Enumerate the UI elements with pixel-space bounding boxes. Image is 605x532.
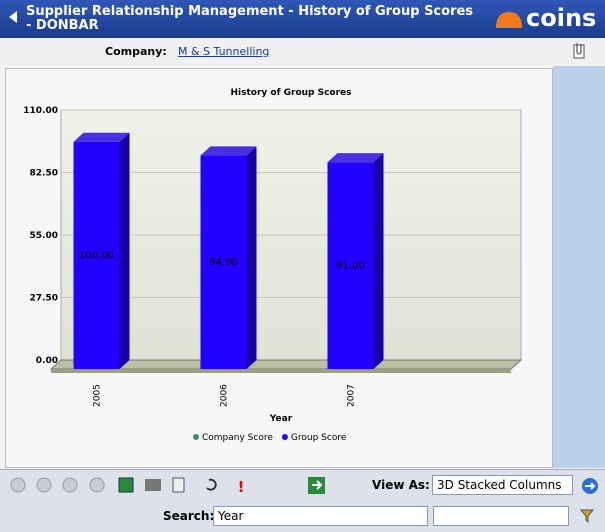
back-arrow[interactable] bbox=[8, 11, 18, 23]
bar bbox=[200, 155, 247, 369]
company-row: Company: M & S Tunnelling bbox=[0, 38, 605, 66]
legend-label: Group Score bbox=[291, 433, 347, 443]
bar bbox=[73, 141, 120, 369]
search-row: Search: Year bbox=[0, 500, 605, 532]
chart-panel: History of Group Scores 0.00 27.50 55.00 82… bbox=[5, 68, 553, 468]
bar-value-label: 100.00 bbox=[79, 250, 114, 261]
toolbar-icons: ! bbox=[10, 477, 325, 496]
logo-helmet bbox=[496, 12, 522, 28]
company-label: Company: bbox=[105, 45, 167, 58]
filter-icon[interactable] bbox=[580, 508, 594, 524]
bar-side bbox=[373, 153, 384, 369]
chart-title: History of Group Scores bbox=[230, 88, 351, 98]
view-as-select[interactable]: 3D Stacked Columns bbox=[432, 475, 573, 495]
side-strip bbox=[553, 66, 605, 468]
view-as-label: View As: bbox=[372, 478, 430, 492]
search-input[interactable] bbox=[433, 506, 569, 526]
y-tick-label: 27.50 bbox=[30, 294, 58, 304]
x-tick-label: 2007 bbox=[347, 384, 357, 407]
bar-top bbox=[327, 153, 384, 163]
legend-swatch bbox=[193, 434, 199, 440]
logo: coins bbox=[526, 4, 597, 32]
toolbar: ! View As: 3D Stacked Columns bbox=[0, 469, 605, 501]
header: Supplier Relationship Management - Histo… bbox=[0, 0, 605, 38]
floor-edge bbox=[51, 369, 511, 373]
bar-top bbox=[73, 132, 130, 142]
bar-side bbox=[246, 146, 257, 369]
attach-icon[interactable] bbox=[571, 42, 587, 60]
page-title: Supplier Relationship Management - Histo… bbox=[26, 4, 474, 33]
company-link[interactable]: M & S Tunnelling bbox=[178, 45, 270, 58]
legend-label: Company Score bbox=[202, 433, 273, 443]
y-tick-label: 55.00 bbox=[30, 231, 58, 241]
y-tick-label: 82.50 bbox=[30, 169, 58, 179]
bar bbox=[327, 162, 374, 369]
y-tick-label: 110.00 bbox=[23, 106, 58, 116]
svg-text:!: ! bbox=[238, 478, 245, 496]
legend-swatch bbox=[281, 434, 288, 440]
y-tick-label: 0.00 bbox=[36, 356, 58, 366]
x-axis-label: Year bbox=[269, 414, 293, 424]
bar-value-label: 91.00 bbox=[336, 261, 365, 272]
x-tick-label: 2006 bbox=[220, 384, 230, 407]
bar-top bbox=[200, 146, 257, 156]
x-tick-label: 2005 bbox=[93, 384, 103, 407]
search-select[interactable]: Year bbox=[213, 506, 428, 526]
search-label: Search: bbox=[163, 509, 215, 523]
go-button[interactable] bbox=[581, 477, 599, 495]
bar-value-label: 94.00 bbox=[209, 257, 238, 268]
bar-side bbox=[119, 132, 130, 369]
chart: History of Group Scores 0.00 27.50 55.00 82… bbox=[23, 88, 523, 443]
